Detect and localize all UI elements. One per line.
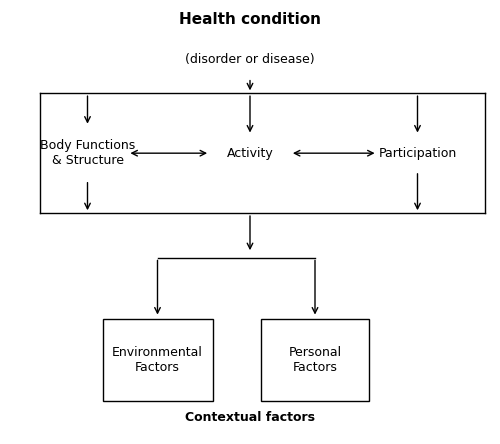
Text: Environmental
Factors: Environmental Factors: [112, 345, 203, 374]
Text: Activity: Activity: [226, 147, 274, 160]
Text: Body Functions
& Structure: Body Functions & Structure: [40, 139, 135, 167]
Text: Health condition: Health condition: [179, 12, 321, 28]
Text: Contextual factors: Contextual factors: [185, 411, 315, 424]
Text: Participation: Participation: [378, 147, 456, 160]
Text: Personal
Factors: Personal Factors: [288, 345, 342, 374]
Bar: [102, 319, 212, 400]
Bar: [261, 319, 369, 400]
Text: (disorder or disease): (disorder or disease): [185, 53, 315, 67]
